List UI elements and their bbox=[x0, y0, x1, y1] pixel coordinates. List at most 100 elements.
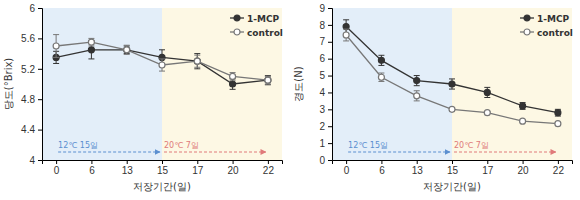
y-tick: 1 bbox=[319, 138, 332, 149]
y-tick-label: 7 bbox=[319, 36, 325, 47]
data-point bbox=[555, 121, 561, 127]
y-tick: 5 bbox=[319, 70, 332, 81]
error-cap bbox=[124, 45, 130, 46]
period-label: 20℃ 7일 bbox=[454, 141, 489, 150]
y-tick-mark bbox=[38, 69, 42, 70]
data-point bbox=[88, 39, 94, 45]
error-bar bbox=[159, 59, 165, 71]
x-tick-label: 15 bbox=[447, 165, 459, 176]
error-bar bbox=[124, 45, 130, 54]
x-tick-label: 17 bbox=[482, 165, 494, 176]
y-tick: 8 bbox=[319, 20, 332, 31]
error-bar bbox=[194, 55, 200, 67]
error-cap bbox=[484, 97, 490, 98]
y-tick-label: 2 bbox=[319, 121, 325, 132]
error-bar bbox=[230, 73, 236, 81]
data-point bbox=[124, 47, 130, 53]
legend-marker bbox=[524, 15, 530, 21]
y-tick-label: 9 bbox=[319, 3, 325, 14]
error-bar bbox=[265, 76, 271, 84]
error-cap bbox=[194, 53, 200, 54]
period-shade bbox=[452, 8, 572, 160]
error-cap bbox=[124, 54, 130, 55]
x-tick: 22 bbox=[553, 160, 565, 176]
x-tick: 17 bbox=[482, 160, 494, 176]
y-tick: 5.2 bbox=[21, 64, 42, 75]
x-tick: 6 bbox=[379, 160, 385, 176]
y-tick: 6 bbox=[29, 3, 42, 14]
x-axis: 061315172022 bbox=[333, 160, 573, 176]
x-tick: 15 bbox=[157, 160, 169, 176]
error-bar bbox=[265, 76, 271, 85]
figure: 44.44.85.25.66061315172022저장기간(일)당도(°Bri… bbox=[0, 0, 580, 200]
y-tick-mark bbox=[38, 160, 42, 161]
error-bar bbox=[449, 79, 455, 89]
x-tick: 13 bbox=[122, 160, 134, 176]
x-axis: 061315172022 bbox=[43, 160, 283, 176]
legend-marker bbox=[234, 29, 240, 35]
x-tick-label: 22 bbox=[263, 165, 275, 176]
period-label: 20℃ 7일 bbox=[164, 141, 199, 150]
data-point bbox=[124, 47, 130, 53]
data-point bbox=[449, 81, 455, 87]
legend-label: control bbox=[247, 28, 283, 38]
x-tick-mark bbox=[162, 160, 163, 164]
y-axis-title: 당도(°Brix) bbox=[3, 58, 14, 111]
y-tick-mark bbox=[328, 59, 332, 60]
y-tick-label: 4 bbox=[29, 155, 35, 166]
error-cap bbox=[343, 29, 349, 30]
x-tick-mark bbox=[127, 160, 128, 164]
legend-entry: 1-MCP bbox=[230, 14, 280, 24]
x-tick: 0 bbox=[344, 160, 350, 176]
legend: 1-MCPcontrol bbox=[520, 14, 573, 38]
y-tick-mark bbox=[328, 25, 332, 26]
period-arrow bbox=[164, 152, 266, 153]
legend-entry: control bbox=[520, 28, 573, 38]
period-label: 12℃ 15일 bbox=[348, 141, 388, 150]
data-point bbox=[449, 106, 455, 112]
error-bar bbox=[194, 54, 200, 69]
period-arrow bbox=[454, 152, 556, 153]
error-cap bbox=[265, 75, 271, 76]
data-point bbox=[484, 110, 490, 116]
y-tick-label: 4 bbox=[319, 87, 325, 98]
x-axis-line bbox=[333, 161, 573, 165]
y-tick: 6 bbox=[319, 53, 332, 64]
error-bar bbox=[414, 76, 420, 86]
y-tick-mark bbox=[38, 8, 42, 9]
error-cap bbox=[378, 55, 384, 56]
error-cap bbox=[53, 34, 59, 35]
error-cap bbox=[449, 89, 455, 90]
data-point bbox=[265, 77, 271, 83]
x-tick: 6 bbox=[89, 160, 95, 176]
legend-entry: control bbox=[230, 28, 283, 38]
data-point bbox=[194, 58, 200, 64]
x-tick-label: 20 bbox=[228, 165, 240, 176]
x-tick-label: 6 bbox=[379, 165, 385, 176]
error-cap bbox=[53, 57, 59, 58]
x-tick: 22 bbox=[263, 160, 275, 176]
y-axis: 0123456789 bbox=[319, 3, 332, 166]
error-cap bbox=[230, 89, 236, 90]
error-cap bbox=[378, 73, 384, 74]
error-cap bbox=[88, 58, 94, 59]
data-point bbox=[194, 58, 200, 64]
x-tick-mark bbox=[91, 160, 92, 164]
error-cap bbox=[53, 63, 59, 64]
y-tick-mark bbox=[328, 8, 332, 9]
series-line bbox=[56, 50, 268, 84]
x-tick: 17 bbox=[192, 160, 204, 176]
data-point bbox=[484, 89, 490, 95]
x-tick-mark bbox=[523, 160, 524, 164]
data-point bbox=[53, 43, 59, 49]
error-cap bbox=[194, 55, 200, 56]
y-tick-label: 3 bbox=[319, 104, 325, 115]
y-tick-mark bbox=[38, 130, 42, 131]
x-tick-label: 17 bbox=[192, 165, 204, 176]
series-line bbox=[346, 27, 558, 113]
error-bar bbox=[414, 91, 420, 101]
x-axis-line bbox=[43, 161, 283, 165]
series-line bbox=[346, 35, 558, 124]
x-tick: 20 bbox=[228, 160, 240, 176]
y-tick-label: 4.8 bbox=[21, 94, 35, 105]
